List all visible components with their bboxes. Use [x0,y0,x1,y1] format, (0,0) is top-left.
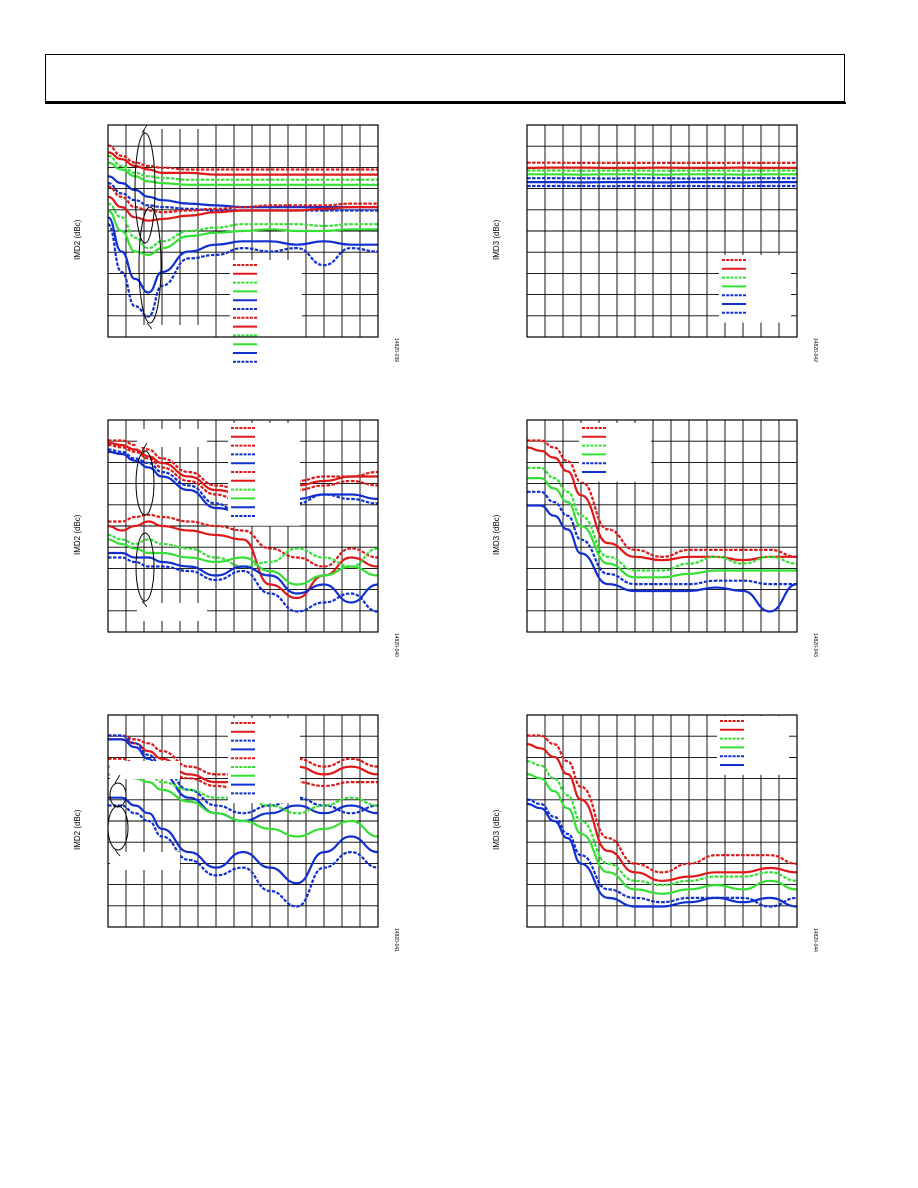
series-line-blue-dashed [527,490,797,586]
annotation-box [110,761,180,779]
plot-frame [526,714,798,928]
series-line-blue-dashed [526,798,798,908]
figure-id: 14820-041 [393,928,399,952]
plot-frame [107,419,379,633]
plot-frame [107,124,379,338]
series-line-blue-dashed [106,223,379,318]
series-line-blue-solid [526,504,798,613]
legend-box [230,260,302,372]
series-line-green-dashed [107,202,378,250]
annotation-box [137,603,207,621]
series-line-blue-solid [526,802,798,908]
series-line-blue-solid [107,796,379,885]
annotation-oval [134,132,156,244]
plot-frame [526,124,798,338]
series-line-red-dashed [527,439,798,558]
series-line-green-dashed [107,533,379,568]
annotation-oval [109,782,127,808]
plot-area [107,439,379,613]
plot-frame [526,419,798,633]
annotation-oval [107,805,129,851]
annotation-leader [146,322,153,330]
chart-svg [107,419,379,633]
figure-id: 14820-042 [812,338,818,362]
grid [526,124,798,338]
series-line-red-dashed [527,734,798,874]
chart-svg [526,419,798,633]
annotation-leader [114,774,121,784]
figure-id: 14820-043 [812,633,818,657]
annotation-box [110,852,180,870]
chart-panel-imd3-bottom: IMD3 (dBc) 14820-044 [489,710,819,960]
annotation-box [137,111,207,129]
series-line-red-dashed [108,513,379,568]
series-line-red-solid [107,195,378,222]
series-line-green-dashed [526,760,798,887]
figure-id: 14820-040 [393,633,399,657]
series-line-green-solid [526,772,798,895]
chart-svg [526,124,798,338]
chart-panel-imd2-top: IMD2 (dBc) 14820-039 [70,111,400,372]
legend [228,423,300,526]
series-line-green-dashed [527,466,798,572]
chart-svg [107,714,379,928]
series-line-red-dashed [107,443,379,505]
plot-area [107,734,379,908]
series-line-red-solid [107,441,378,496]
series-line-red-dashed [108,734,379,776]
annotation-leader [141,442,148,452]
series-line-red-dashed [108,439,379,492]
series-line-green-solid [526,477,797,579]
chart-panel-imd2-middle: IMD2 (dBc) 14820-040 [70,415,400,665]
series-line-red-solid [107,151,378,176]
series-line-blue-solid [107,450,379,514]
annotation-oval [135,532,155,602]
legend [717,716,789,775]
plot-frame [107,714,379,928]
plot-area [526,734,798,908]
series-line-blue-solid [108,551,379,604]
chart-svg [106,111,379,372]
legend [719,255,791,323]
legend-box [228,718,300,804]
legend [228,718,300,804]
plot-area [526,161,797,188]
series-line-blue-dashed [108,804,379,908]
series-line-blue-dashed [108,556,379,613]
series-line-red-solid [107,520,379,600]
series-line-green-solid [107,209,378,256]
series-line-red-dashed [107,185,378,214]
series-line-red-dashed [107,144,378,171]
legend [230,260,302,372]
annotation-box [142,325,212,343]
annotation-oval [135,450,155,516]
legend-box [228,423,300,526]
plot-area [526,439,798,613]
legend [579,423,651,482]
figure-id: 14820-044 [812,928,818,952]
series-line-blue-solid [107,216,378,294]
chart-panel-imd3-middle: IMD3 (dBc) 14820-043 [489,415,819,665]
legend-box [719,255,791,323]
annotation-oval [138,206,162,324]
series-line-green-solid [107,538,379,586]
annotation-leader [141,124,148,134]
chart-panel-imd3-top: IMD3 (dBc) 14820-042 [489,120,819,370]
annotation-leader [141,600,148,608]
header-box [45,54,845,102]
series-line-red-solid [526,743,798,882]
annotation-box [137,429,207,447]
annotation-leader [114,849,121,857]
figure-id: 14820-039 [393,338,399,362]
series-line-red-solid [108,738,379,784]
header-rule [45,102,846,104]
chart-svg [526,714,798,928]
chart-panel-imd2-bottom: IMD2 (dBc) 14820-041 [70,710,400,960]
series-line-red-solid [526,446,797,562]
